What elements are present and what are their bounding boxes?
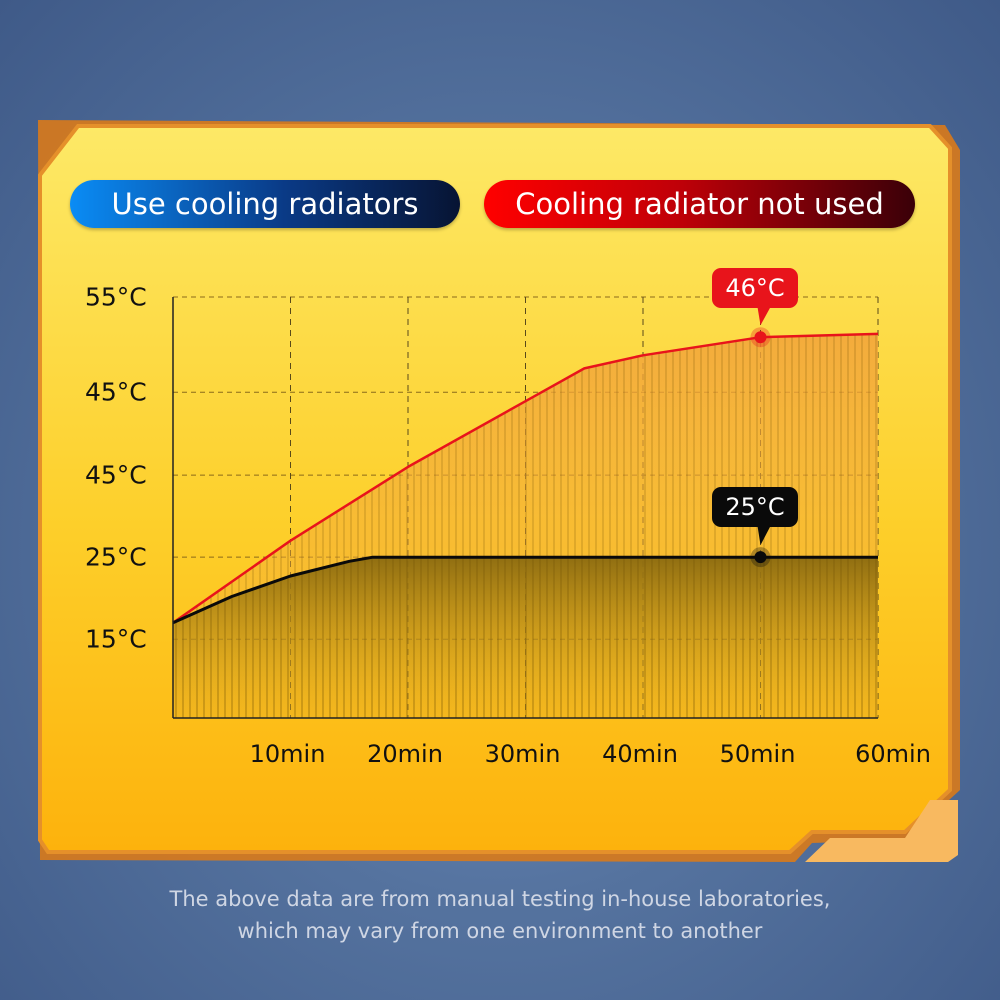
annotation-with-radiator-peak: 25°C [712,487,798,527]
x-tick-label: 30min [484,740,561,768]
series-line-1 [172,555,878,625]
annotation-point [754,331,767,344]
x-tick-label: 60min [855,740,931,768]
footer-line-2: which may vary from one environment to a… [237,919,763,943]
legend-use-cooling-radiators: Use cooling radiators [70,180,460,228]
series-hatch-1 [173,557,878,718]
x-tick-label: 20min [367,740,443,768]
annotation-not-used-peak: 46°C [712,268,798,308]
annotation-pointer [757,307,771,326]
series-line-0 [172,332,879,624]
footer-disclaimer: The above data are from manual testing i… [0,883,1000,947]
annotation-pointer [757,526,771,546]
plot-area [172,296,879,719]
y-tick-label: 55°C [85,282,147,312]
y-tick-label: 25°C [85,542,147,572]
x-tick-label: 10min [249,740,326,768]
x-tick-label: 40min [602,740,678,768]
y-tick-label: 15°C [85,624,147,654]
panel-corner-accent [805,800,958,862]
x-tick-label: 50min [719,740,796,768]
legend-cooling-radiator-not-used: Cooling radiator not used [484,180,915,228]
y-tick-label: 45°C [85,377,147,407]
footer-line-1: The above data are from manual testing i… [169,887,831,911]
annotation-point [754,551,767,564]
y-tick-label: 45°C [85,460,147,490]
